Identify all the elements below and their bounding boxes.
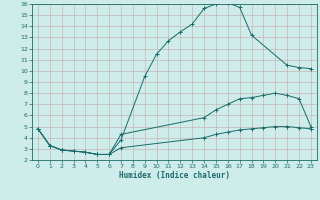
X-axis label: Humidex (Indice chaleur): Humidex (Indice chaleur) bbox=[119, 171, 230, 180]
